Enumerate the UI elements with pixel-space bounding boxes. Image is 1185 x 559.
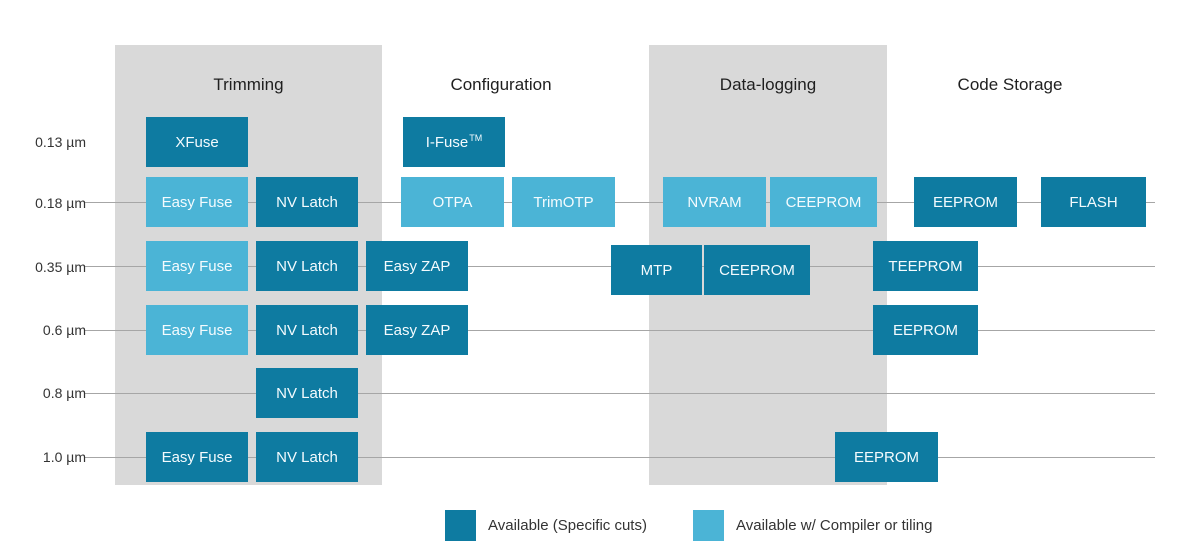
gridline-08 — [85, 393, 1155, 394]
box-teeprom-035: TEEPROM — [873, 241, 978, 291]
gridline-018 — [85, 202, 1155, 203]
column-header-configuration: Configuration — [450, 75, 552, 94]
column-header-code-storage: Code Storage — [957, 75, 1063, 94]
row-label-10: 1.0 µm — [42, 449, 86, 465]
box-eeprom-10: EEPROM — [835, 432, 938, 482]
row-label-013: 0.13 µm — [35, 134, 86, 150]
box-easy-zap-06: Easy ZAP — [366, 305, 468, 355]
column-header-data-logging: Data-logging — [719, 75, 817, 94]
box-eeprom-018: EEPROM — [914, 177, 1017, 227]
box-ifuse-label: I-Fuse — [425, 133, 469, 151]
box-xfuse-013: XFuse — [146, 117, 248, 167]
box-ifuse-013: I-Fuse TM — [403, 117, 505, 167]
box-otpa-018: OTPA — [401, 177, 504, 227]
legend-item-compiler-tiling: Available w/ Compiler or tiling — [693, 510, 932, 541]
row-label-06: 0.6 µm — [42, 322, 86, 338]
box-nv-latch-08: NV Latch — [256, 368, 358, 418]
box-ceeprom-035: CEEPROM — [704, 245, 810, 295]
box-easy-fuse-035: Easy Fuse — [146, 241, 248, 291]
box-ceeprom-018: CEEPROM — [770, 177, 877, 227]
box-easy-fuse-06: Easy Fuse — [146, 305, 248, 355]
box-easy-fuse-10: Easy Fuse — [146, 432, 248, 482]
row-label-035: 0.35 µm — [35, 259, 86, 275]
column-header-trimming: Trimming — [213, 75, 284, 94]
row-label-018: 0.18 µm — [35, 195, 86, 211]
legend-swatch-specific-cuts — [445, 510, 476, 541]
box-nv-latch-035: NV Latch — [256, 241, 358, 291]
box-nv-latch-10: NV Latch — [256, 432, 358, 482]
row-label-08: 0.8 µm — [42, 385, 86, 401]
box-easy-zap-035: Easy ZAP — [366, 241, 468, 291]
gridline-06 — [85, 330, 1155, 331]
box-nv-latch-06: NV Latch — [256, 305, 358, 355]
legend: Available (Specific cuts) Available w/ C… — [0, 510, 1185, 546]
box-eeprom-06: EEPROM — [873, 305, 978, 355]
box-flash-018: FLASH — [1041, 177, 1146, 227]
box-mtp-035: MTP — [611, 245, 702, 295]
legend-item-specific-cuts: Available (Specific cuts) — [445, 510, 647, 541]
legend-label-specific-cuts: Available (Specific cuts) — [488, 517, 647, 534]
box-nv-latch-018: NV Latch — [256, 177, 358, 227]
legend-label-compiler-tiling: Available w/ Compiler or tiling — [736, 517, 933, 534]
box-easy-fuse-018: Easy Fuse — [146, 177, 248, 227]
gridline-10 — [85, 457, 1155, 458]
legend-swatch-compiler-tiling — [693, 510, 724, 541]
box-trimotp-018: TrimOTP — [512, 177, 615, 227]
box-nvram-018: NVRAM — [663, 177, 766, 227]
